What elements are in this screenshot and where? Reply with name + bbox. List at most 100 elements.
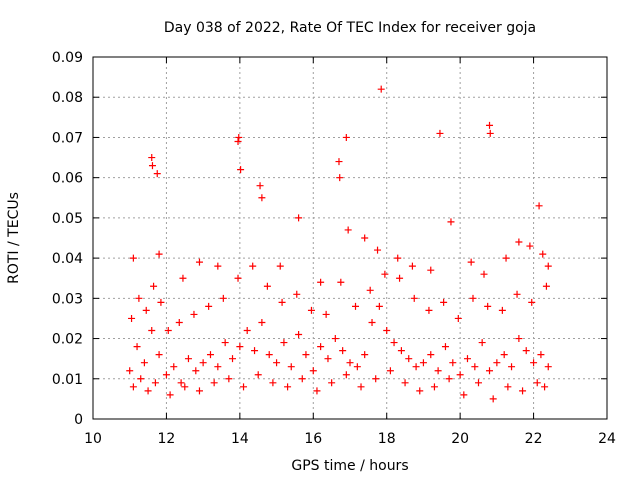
data-point [440,298,448,306]
data-point [342,133,350,141]
data-point [229,355,237,363]
data-point [500,351,508,359]
y-tick-label: 0.08 [52,90,83,106]
data-point [235,133,243,141]
data-point [295,214,303,222]
data-point [412,363,420,371]
y-tick-label: 0.06 [52,171,83,187]
data-point [309,367,317,375]
data-point [528,298,536,306]
data-point [153,170,161,178]
data-point [302,351,310,359]
data-point [236,343,244,351]
data-point [544,363,552,371]
y-tick-label: 0.09 [52,50,83,66]
data-point [287,363,295,371]
x-tick-label: 16 [304,431,322,447]
x-tick-label: 22 [525,431,543,447]
data-point [170,363,178,371]
data-point [386,367,394,375]
data-point [361,351,369,359]
data-point [535,202,543,210]
data-point [401,379,409,387]
data-point [427,266,435,274]
data-point [195,387,203,395]
data-point [425,306,433,314]
data-point [251,347,259,355]
data-point [192,367,200,375]
y-axis-label: ROTI / TECUs [6,192,22,284]
data-point [519,387,527,395]
data-point [206,351,214,359]
data-point [405,355,413,363]
data-point [243,327,251,335]
data-point [298,375,306,383]
data-point [278,298,286,306]
data-point [463,355,471,363]
data-point [276,262,284,270]
x-tick-label: 18 [378,431,396,447]
data-point [234,137,242,145]
data-point [361,234,369,242]
data-point [148,154,156,162]
data-point [265,351,273,359]
data-point [210,379,218,387]
data-point [515,335,523,343]
data-point [175,318,183,326]
data-point [307,306,315,314]
data-point [157,298,165,306]
data-point [184,355,192,363]
axes: 10 12 14 16 18 20 22 24 0 0.01 0.02 0.03 0.04 0.05 0.0… [52,50,616,447]
y-tick-label: 0.05 [52,211,83,227]
data-point [133,343,141,351]
data-point [486,129,494,137]
data-point [339,347,347,355]
y-tick-label: 0.01 [52,372,83,388]
data-point [151,379,159,387]
data-point [504,383,512,391]
data-point [280,339,288,347]
data-point [374,246,382,254]
data-point [544,262,552,270]
data-point [258,318,266,326]
data-point [542,282,550,290]
data-point [337,278,345,286]
data-point [493,359,501,367]
data-point [539,250,547,258]
data-point [166,391,174,399]
data-point [263,282,271,290]
data-point [441,343,449,351]
data-point [148,162,156,170]
data-point [410,294,418,302]
data-point [344,226,352,234]
data-point [221,339,229,347]
data-point [126,367,134,375]
data-point [489,395,497,403]
data-point [383,327,391,335]
data-point [317,343,325,351]
data-point [128,314,136,322]
data-point [346,359,354,367]
data-point [258,194,266,202]
data-point [467,258,475,266]
data-point [366,286,374,294]
data-point [324,355,332,363]
data-point [214,363,222,371]
data-point [447,218,455,226]
data-point [353,363,361,371]
data-point [144,387,152,395]
data-point [526,242,534,250]
data-point [142,306,150,314]
data-point [135,294,143,302]
data-point [129,383,137,391]
data-point [445,375,453,383]
data-point [484,302,492,310]
data-point [254,371,262,379]
data-point [394,254,402,262]
data-point [530,359,538,367]
data-point [352,302,360,310]
data-point [150,282,158,290]
data-point [219,294,227,302]
data-point [502,254,510,262]
data-point [419,359,427,367]
